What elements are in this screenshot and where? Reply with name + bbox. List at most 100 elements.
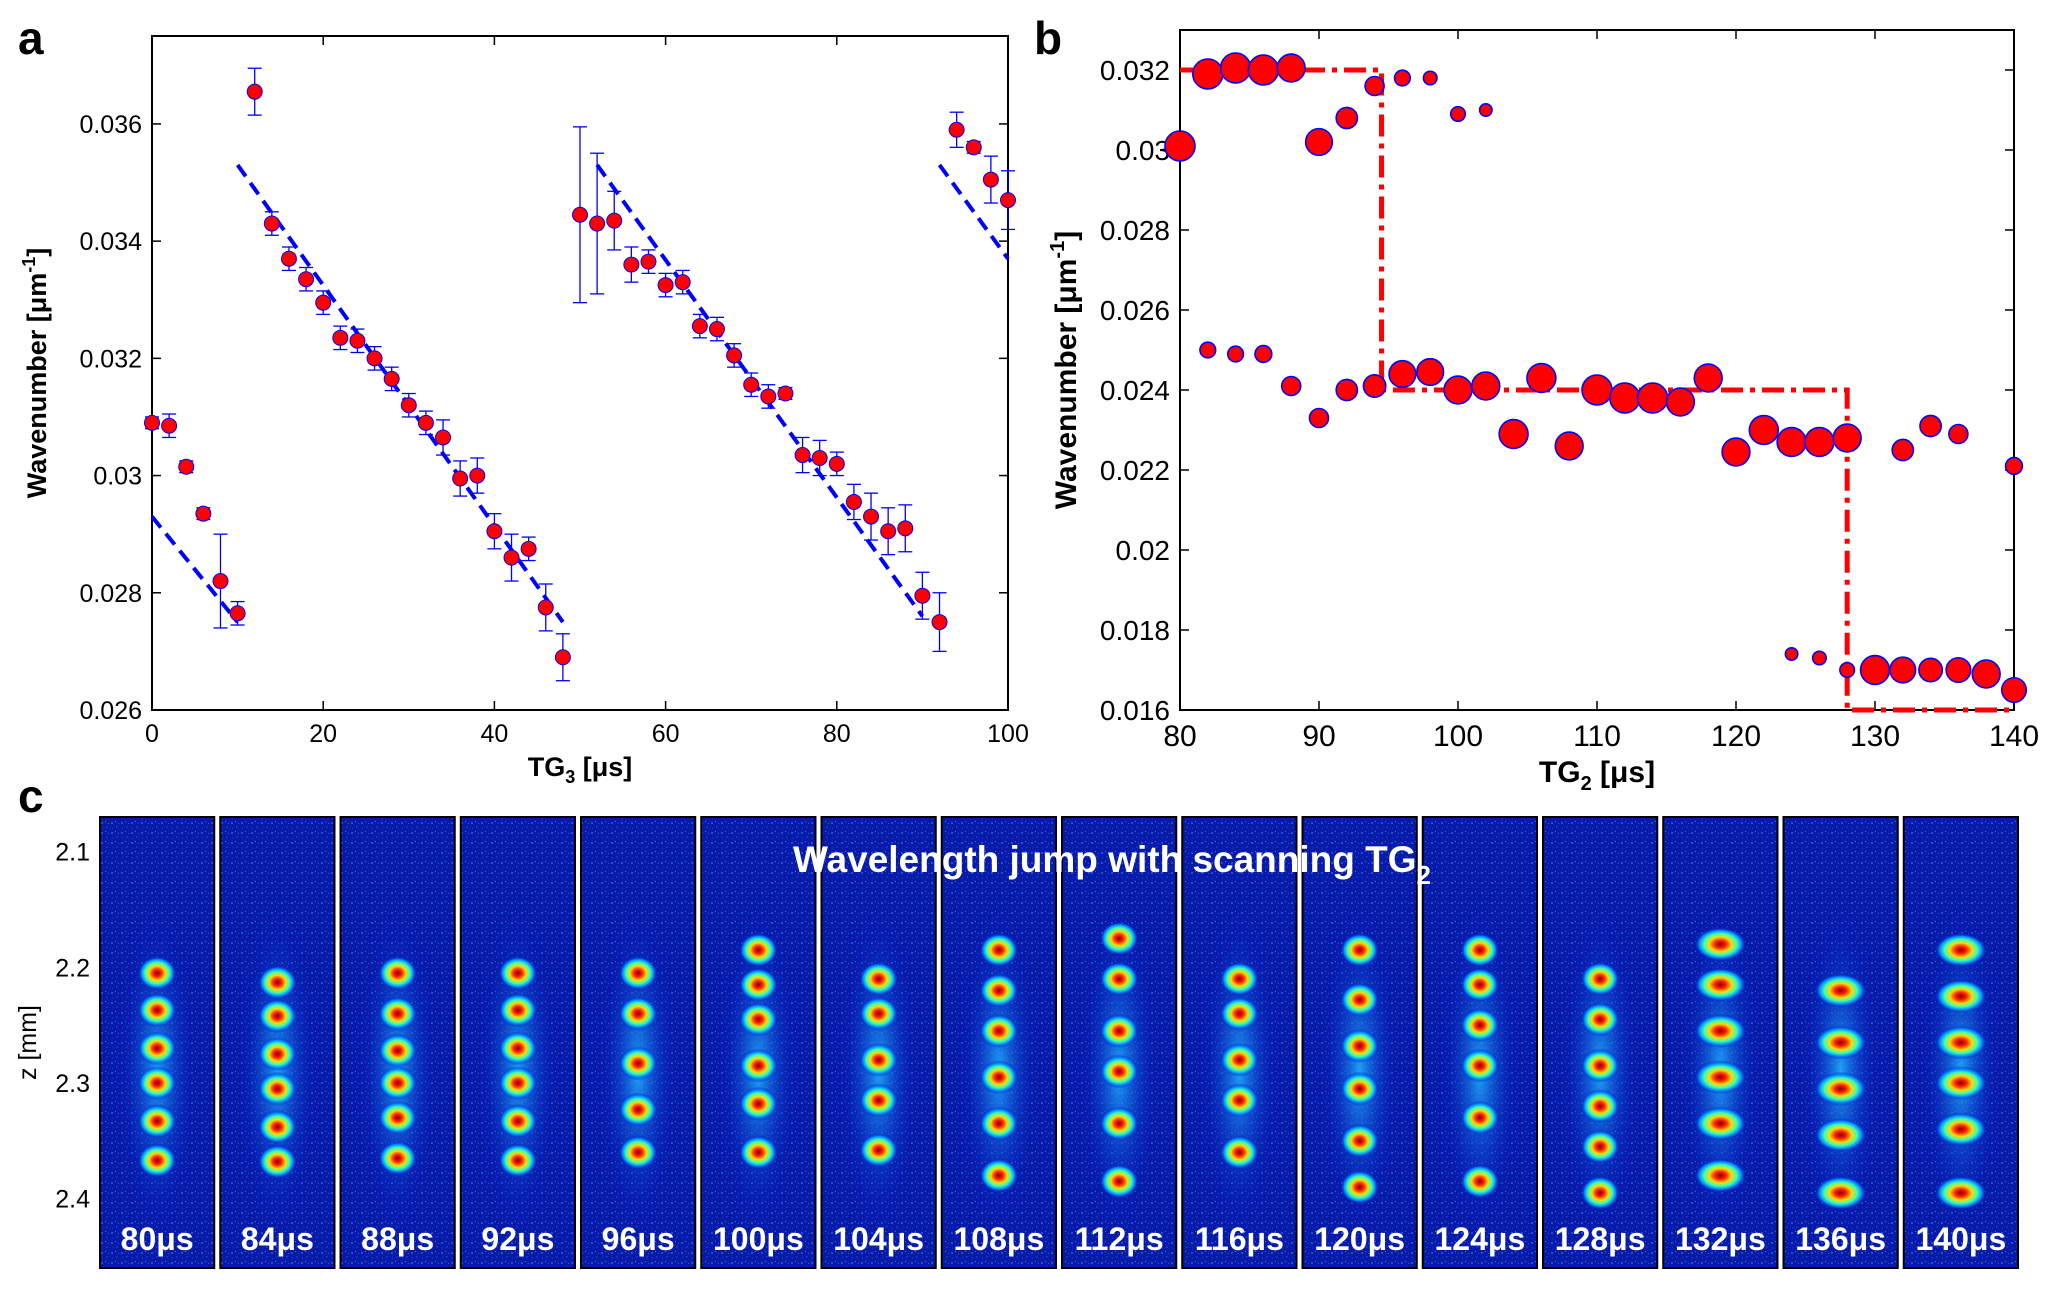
panel-b-data-point xyxy=(1416,357,1445,387)
panel-a-xtick-label: 100 xyxy=(987,720,1029,748)
panel-a-data-point xyxy=(383,370,400,387)
panel-a-fit-line xyxy=(150,515,240,624)
panel-c-fringe xyxy=(1099,921,1139,956)
panel-c-frame: 112μs xyxy=(1061,816,1178,1269)
panel-a-data-point xyxy=(965,139,982,156)
panel-c-frame: 96μs xyxy=(580,816,697,1269)
panel-c-fringe xyxy=(618,956,658,991)
panel-a-xlabel: TG3 [μs] xyxy=(528,752,633,787)
panel-a-fit-line xyxy=(595,163,925,618)
panel-c-fringe xyxy=(1460,967,1500,1002)
panel-a-xtick-label: 60 xyxy=(652,720,680,748)
panel-b-data-point xyxy=(1945,656,1972,684)
panel-c-frame-label: 96μs xyxy=(602,1221,675,1257)
panel-c-fringe xyxy=(1219,1042,1259,1077)
panel-b-data-point xyxy=(1226,345,1245,363)
panel-c-fringe xyxy=(738,1086,778,1121)
panel-c-fringe xyxy=(498,1104,538,1139)
panel-c-fringe xyxy=(979,932,1019,967)
panel-c-fringe xyxy=(498,956,538,991)
panel-b-xtick-label: 130 xyxy=(1850,720,1900,753)
panel-c-ztick-label: 2.1 xyxy=(55,839,90,867)
panel-c-fringe xyxy=(979,1158,1019,1193)
panel-c-image-strip: 2.1 2.2 2.3 2.4 z [mm] 80μs 84μs 88μs 92μs 96μs 10… xyxy=(14,816,2019,1269)
panel-c-frame-label: 132μs xyxy=(1675,1221,1766,1257)
panel-c-fringe xyxy=(1340,982,1380,1017)
panel-c-fringe xyxy=(1580,1048,1620,1083)
panel-b-data-point xyxy=(1393,69,1412,87)
panel-a-data-point xyxy=(263,215,280,232)
panel-c-fringe xyxy=(979,973,1019,1008)
panel-c-fringe xyxy=(979,1106,1019,1141)
panel-b-ytick-label: 0.022 xyxy=(1100,455,1170,486)
panel-c-frame: 116μs xyxy=(1181,816,1298,1269)
panel-c-frame-label: 104μs xyxy=(833,1221,924,1257)
panel-b-data-point xyxy=(1449,105,1467,123)
panel-b-data-point xyxy=(1164,130,1196,162)
panel-a-data-point xyxy=(657,277,674,294)
panel-c-ztick-label: 2.4 xyxy=(55,1186,90,1214)
panel-c-fringe xyxy=(1099,961,1139,996)
panel-b-data-point xyxy=(1554,431,1584,461)
panel-c-fringe xyxy=(378,1033,418,1068)
panel-c-title: Wavelength jump with scanning TG2 xyxy=(793,839,1431,890)
panel-c-fringe xyxy=(498,1031,538,1066)
panel-c-frame-label: 108μs xyxy=(953,1221,1044,1257)
panel-a-data-point xyxy=(315,294,332,311)
panel-b-ytick-label: 0.018 xyxy=(1100,615,1170,646)
panel-c-fringe xyxy=(1934,1065,1988,1100)
panel-c-frame-label: 116μs xyxy=(1195,1221,1284,1257)
panel-a-data-point xyxy=(863,508,880,525)
panel-a-data-point xyxy=(469,467,486,484)
panel-c-frame-label: 120μs xyxy=(1314,1221,1405,1257)
panel-a-data-point xyxy=(948,121,965,138)
panel-a-data-point xyxy=(828,455,845,472)
panel-c-fringe xyxy=(1219,996,1259,1031)
panel-c-fringe xyxy=(137,1104,177,1139)
panel-c-fringe xyxy=(1340,1071,1380,1106)
panel-b-data-point xyxy=(1443,375,1473,405)
panel-a-data-point xyxy=(229,605,246,622)
panel-a-ytick-label: 0.026 xyxy=(79,697,142,725)
panel-c-fringe xyxy=(1814,1071,1867,1106)
panel-c-frame: 128μs xyxy=(1542,816,1659,1269)
panel-a-data-point xyxy=(195,505,212,522)
panel-a-data-point xyxy=(880,523,897,540)
panel-a-data-point xyxy=(572,206,588,223)
panel-c-frame: 108μs xyxy=(940,816,1057,1269)
panel-a-data-point xyxy=(144,414,160,431)
panel-b-data-point xyxy=(1308,407,1330,429)
panel-b-axes-box xyxy=(1179,29,2015,711)
panel-c-frame-label: 88μs xyxy=(361,1221,434,1257)
panel-c-fringe xyxy=(137,1143,177,1178)
panel-a-data-point xyxy=(914,587,931,604)
panel-c-fringe xyxy=(1219,961,1259,996)
panel-c-fringe xyxy=(378,956,418,991)
panel-c-fringe xyxy=(1099,1164,1139,1199)
panel-b-xtick-label: 140 xyxy=(1989,720,2039,753)
panel-c-fringe xyxy=(1580,961,1620,996)
panel-a-data-point xyxy=(623,256,640,273)
panel-b-ytick-label: 0.028 xyxy=(1100,215,1170,246)
panel-a-fit-line xyxy=(235,163,565,624)
panel-b-data-point xyxy=(1498,418,1529,450)
panel-b-data-point xyxy=(1609,382,1641,414)
panel-c-frame: 140μs xyxy=(1902,816,2019,1269)
panel-b-data-point xyxy=(1335,106,1359,130)
panel-c-fringe xyxy=(378,1100,418,1135)
panel-b-data-point xyxy=(1665,387,1696,417)
panel-b-data-point xyxy=(1192,58,1224,90)
panel-c-fringe xyxy=(1694,1106,1747,1141)
panel-a-data-point xyxy=(400,397,417,414)
panel-a-data-point xyxy=(674,274,691,291)
panel-a-data-point xyxy=(246,83,263,100)
panel-a-data-point xyxy=(298,271,315,288)
panel-b-data-point xyxy=(1693,363,1723,393)
panel-a-data-point xyxy=(845,493,862,510)
panel-c-fringe xyxy=(738,1048,778,1083)
panel-b-data-point xyxy=(1748,414,1780,446)
panel-c-frame: 88μs xyxy=(339,816,456,1269)
panel-a-data-point xyxy=(794,447,811,464)
panel-c-fringe xyxy=(1694,1013,1747,1048)
panel-c-fringe xyxy=(979,1060,1019,1095)
